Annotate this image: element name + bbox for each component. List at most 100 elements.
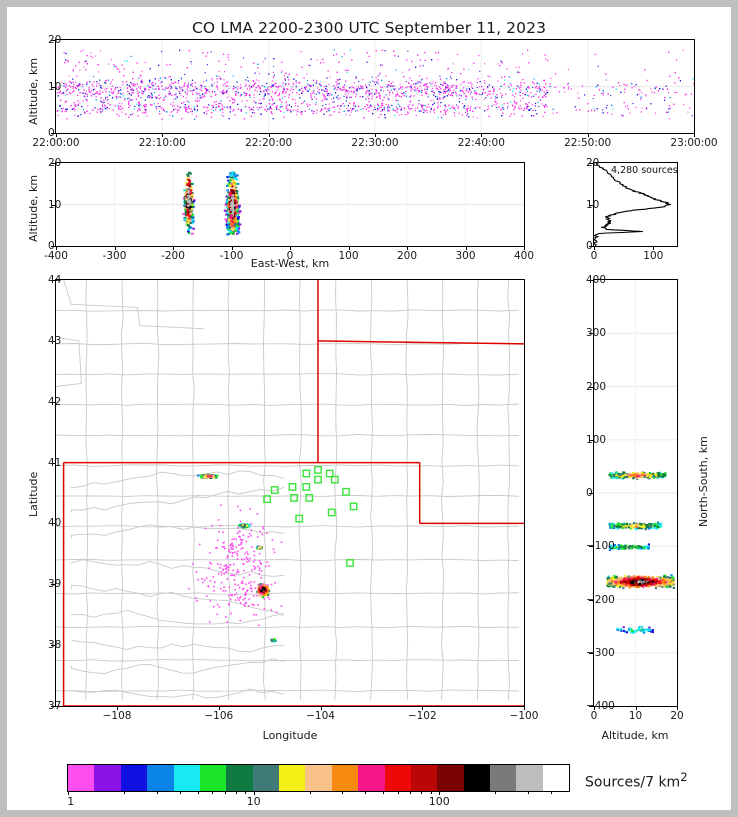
ns-xtick <box>594 706 595 710</box>
ns-ytick <box>589 599 593 601</box>
ns-ytick <box>589 386 593 388</box>
time-xtick-label: 22:30:00 <box>351 137 399 149</box>
colorbar-minor-tick <box>197 791 199 794</box>
altitude-histogram-plot <box>594 163 672 246</box>
hist-ytick <box>589 204 593 206</box>
map-ytick-label: 43 <box>48 334 62 347</box>
map-ytick-label: 38 <box>48 639 62 652</box>
source-density-colorbar[interactable] <box>67 764 570 792</box>
colorbar-tick-label: 1 <box>67 795 75 808</box>
colorbar-minor-tick <box>224 791 226 794</box>
time-xtick <box>481 133 483 137</box>
colorbar-band-17 <box>516 765 543 791</box>
time-height-plot <box>56 40 694 133</box>
map-xtick-label: −104 <box>306 710 335 722</box>
colorbar-minor-tick <box>383 791 385 794</box>
hist-ytick <box>589 163 593 164</box>
colorbar-major-tick <box>68 791 69 795</box>
ew-xtick <box>524 246 525 250</box>
hist-xtick <box>594 246 595 250</box>
ns-xtick <box>635 706 637 710</box>
map-xtick-label: −100 <box>509 710 539 722</box>
ew-xtick-label: -100 <box>219 250 244 262</box>
map-ytick <box>51 645 55 647</box>
time-ytick <box>51 40 55 41</box>
map-ytick-label: 41 <box>48 456 62 469</box>
ns-ytick <box>589 652 593 654</box>
colorbar-title-exponent: 2 <box>680 770 688 784</box>
colorbar-band-14 <box>437 765 464 791</box>
ew-xtick-label: 0 <box>286 250 294 262</box>
north-south-height-panel[interactable] <box>593 279 678 707</box>
map-xtick <box>320 706 322 710</box>
map-ytick <box>51 462 55 464</box>
time-height-panel[interactable] <box>55 39 695 134</box>
ew-ytick <box>51 163 55 164</box>
time-xtick <box>587 133 589 137</box>
north-south-plot <box>594 280 677 706</box>
time-xtick-label: 23:00:00 <box>670 137 718 149</box>
colorbar-tick-label: 100 <box>428 795 450 808</box>
east-west-height-panel[interactable] <box>55 162 525 247</box>
altitude-histogram-panel[interactable] <box>593 162 678 247</box>
time-xtick-label: 22:00:00 <box>32 137 80 149</box>
colorbar-band-16 <box>490 765 517 791</box>
ew-xtick-label: 400 <box>513 250 535 262</box>
time-xtick <box>375 133 376 137</box>
ew-xtick <box>465 246 467 250</box>
map-ytick <box>51 280 55 281</box>
time-ytick-label: 20 <box>48 34 62 46</box>
ns-ytick-label: 0 <box>586 487 593 499</box>
colorbar-minor-tick <box>342 791 344 794</box>
time-ytick-label: 10 <box>48 80 62 93</box>
hist-ytick <box>589 246 593 247</box>
ew-ytick <box>51 246 55 247</box>
ew-xtick-label: 300 <box>455 250 476 262</box>
source-count-annotation: 4,280 sources <box>611 165 678 176</box>
time-xtick-label: 22:50:00 <box>564 137 612 149</box>
east-west-plot <box>56 163 524 246</box>
time-xtick-label: 22:40:00 <box>457 137 505 149</box>
colorbar-band-12 <box>384 765 411 791</box>
colorbar-major-tick <box>253 791 255 795</box>
time-ytick-label: 0 <box>48 127 55 139</box>
colorbar-minor-tick <box>495 791 497 794</box>
east-west-xlabel: East-West, km <box>250 257 330 270</box>
ns-ytick-label: −200 <box>586 593 615 606</box>
plan-view-map-panel[interactable] <box>55 279 525 707</box>
colorbar-minor-tick <box>365 791 367 794</box>
hist-ytick-label: 0 <box>586 240 593 252</box>
colorbar-minor-tick <box>123 791 125 794</box>
colorbar-band-1 <box>94 765 121 791</box>
colorbar-band-4 <box>173 765 200 791</box>
ns-ytick <box>589 333 593 335</box>
map-plot <box>56 280 524 706</box>
ns-ytick-label: 300 <box>586 327 607 340</box>
map-xtick <box>422 706 424 710</box>
map-ytick-label: 37 <box>48 700 62 712</box>
colorbar-minor-tick <box>309 791 311 794</box>
map-xtick <box>524 706 525 710</box>
colorbar-band-18 <box>542 765 570 791</box>
map-ytick <box>51 523 55 525</box>
ns-ytick <box>589 706 593 707</box>
map-ytick-label: 44 <box>48 274 62 286</box>
ew-ytick-label: 20 <box>48 157 62 169</box>
colorbar-band-8 <box>279 765 306 791</box>
colorbar-band-10 <box>331 765 359 791</box>
colorbar-band-5 <box>199 765 227 791</box>
map-ylabel: Latitude <box>27 471 40 517</box>
ns-ytick-label: −100 <box>586 540 615 553</box>
map-xtick-label: −102 <box>407 710 437 722</box>
colorbar-band-7 <box>252 765 279 791</box>
north-south-ylabel: North-South, km <box>697 436 710 527</box>
time-ytick <box>51 86 55 88</box>
colorbar-minor-tick <box>179 791 181 794</box>
colorbar-minor-tick <box>527 791 529 794</box>
time-xtick-label: 22:20:00 <box>245 137 293 149</box>
ew-ytick-label: 0 <box>48 240 55 252</box>
time-ytick <box>51 133 55 134</box>
colorbar-title-text: Sources/7 km <box>585 774 681 791</box>
ew-xtick <box>231 246 233 250</box>
ew-xtick <box>348 246 350 250</box>
